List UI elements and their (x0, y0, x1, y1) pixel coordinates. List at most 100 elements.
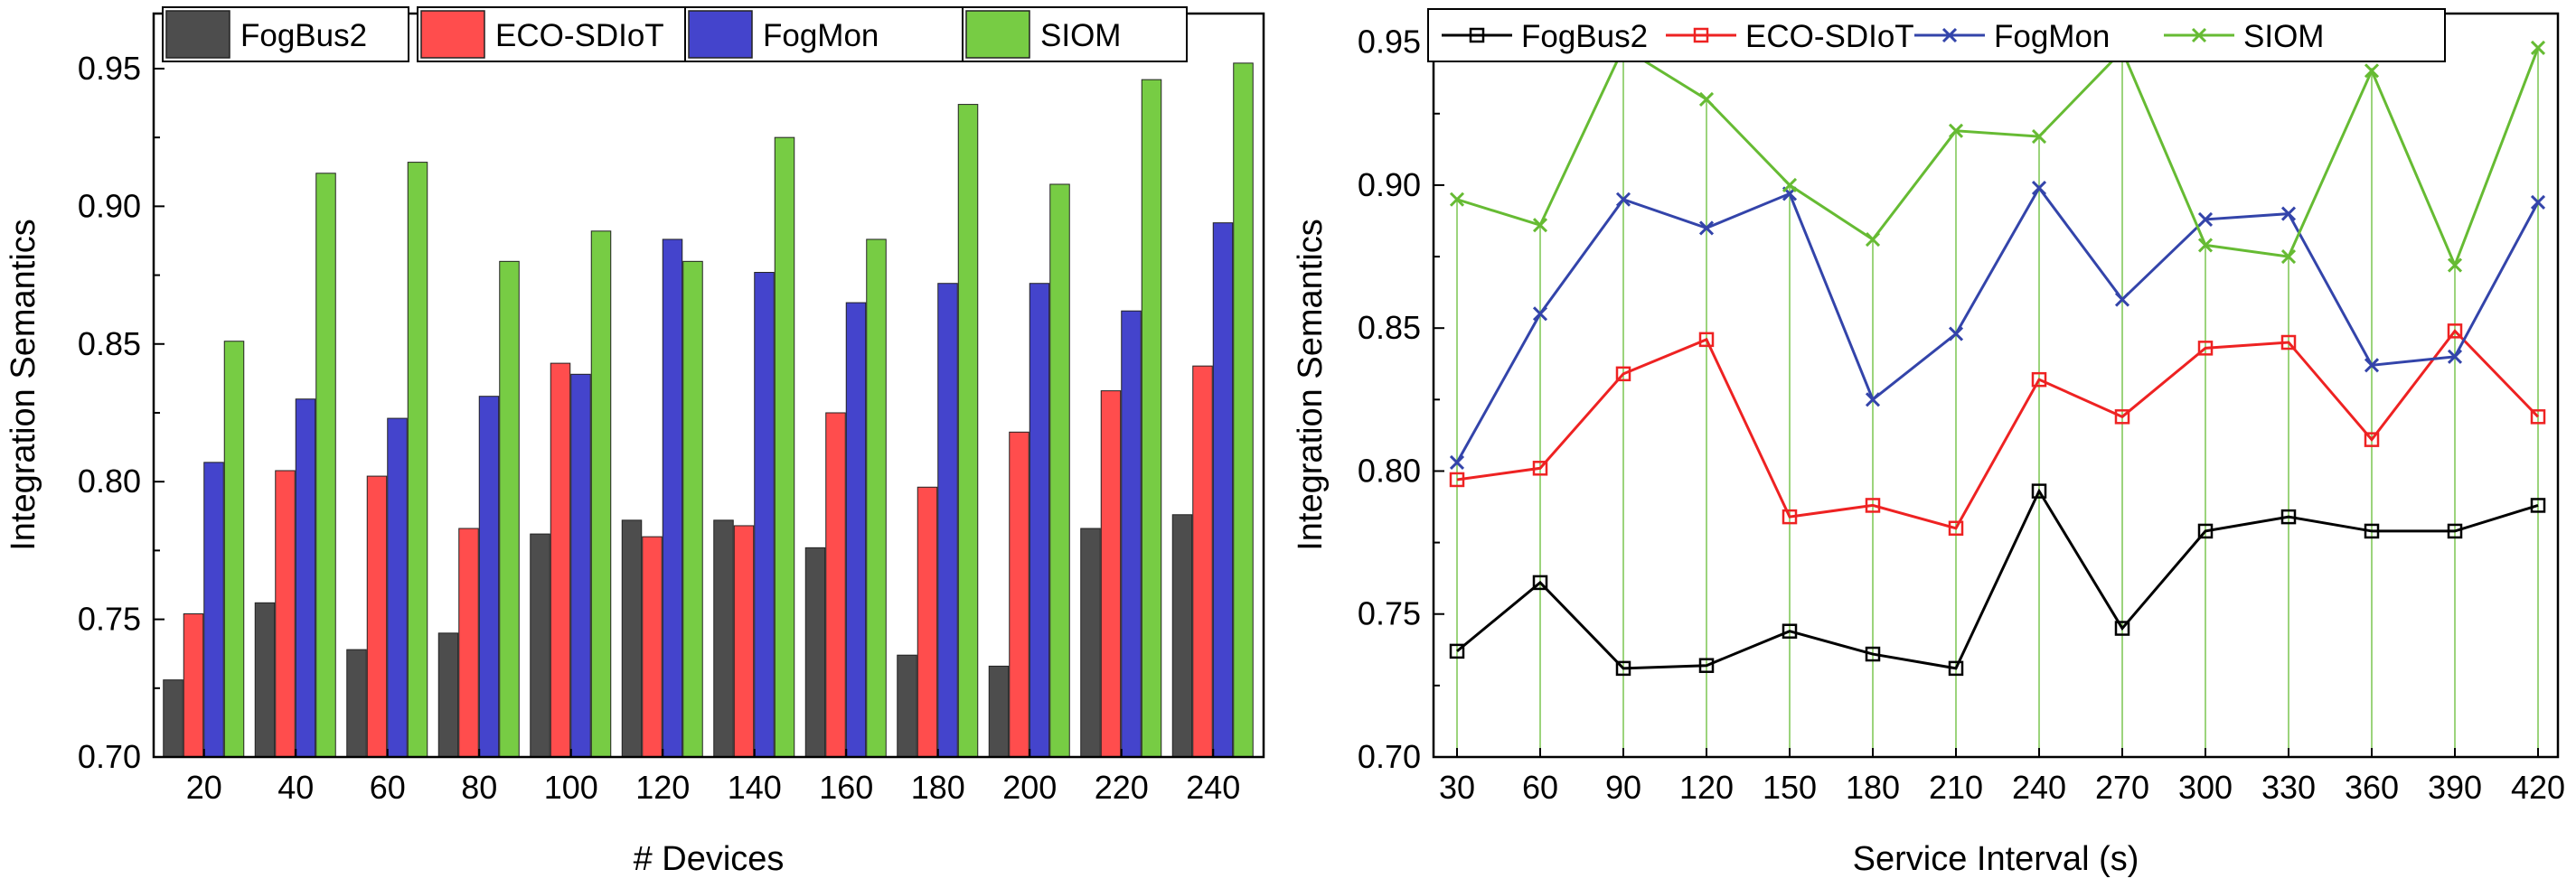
bar-fogbus2-60 (346, 649, 367, 758)
legend-label: SIOM (1040, 18, 1121, 53)
point-fogbus2-90 (1615, 660, 1631, 677)
point-siom-420 (2530, 40, 2546, 56)
bar-eco-sdiot-120 (642, 536, 663, 758)
y-tick-label: 0.75 (1358, 595, 1421, 632)
bar-chart-legend: FogBus2 ECO-SDIoT FogMon SIOM (162, 6, 1188, 62)
bar-fogmon-240 (1212, 222, 1234, 758)
point-siom-300 (2197, 238, 2214, 253)
y-tick-label: 0.70 (1358, 738, 1421, 775)
legend-label: FogBus2 (1521, 19, 1648, 54)
bar-chart-marks (163, 62, 1254, 758)
x-tick-label: 20 (186, 769, 222, 806)
bar-siom-160 (866, 238, 887, 758)
point-eco-sdiot-180 (1865, 498, 1881, 513)
legend-marker (1693, 27, 1709, 43)
point-fogmon-300 (2197, 211, 2214, 227)
x-tick-label: 360 (2345, 769, 2399, 806)
point-fogbus2-330 (2280, 509, 2297, 525)
bar-fogmon-200 (1029, 283, 1050, 758)
y-tick-label: 0.90 (78, 187, 141, 224)
point-fogmon-240 (2031, 181, 2047, 196)
bar-fogmon-40 (295, 398, 316, 758)
bar-siom-140 (774, 136, 795, 758)
legend-swatch (420, 10, 485, 59)
bar-eco-sdiot-100 (550, 362, 571, 758)
x-tick-label: 100 (544, 769, 598, 806)
point-fogbus2-360 (2364, 523, 2380, 539)
y-tick-label: 0.95 (1358, 23, 1421, 61)
x-tick-label: 200 (1002, 769, 1057, 806)
point-eco-sdiot-330 (2280, 334, 2297, 351)
legend-label: ECO-SDIoT (495, 18, 664, 53)
bar-siom-180 (957, 104, 979, 758)
y-tick-label: 0.85 (78, 325, 141, 362)
bar-siom-20 (223, 341, 245, 758)
line-chart-marks (1449, 40, 2546, 757)
series-line-eco-sdiot (1456, 329, 2540, 530)
y-tick-label: 0.95 (78, 50, 141, 87)
x-tick-label: 270 (2095, 769, 2149, 806)
x-tick-label: 150 (1763, 769, 1817, 806)
point-fogbus2-120 (1698, 658, 1715, 673)
bar-eco-sdiot-60 (366, 475, 388, 758)
bar-fogbus2-200 (988, 665, 1010, 758)
bar-fogmon-120 (662, 238, 683, 758)
bar-siom-80 (499, 260, 520, 758)
x-tick-label: 240 (1186, 769, 1240, 806)
point-eco-sdiot-240 (2031, 371, 2047, 388)
point-eco-sdiot-120 (1698, 332, 1715, 348)
line-chart-legend: FogBus2 ECO-SDIoT FogMon SIOM (1427, 8, 2446, 62)
series-line-fogbus2 (1456, 488, 2539, 670)
bar-eco-sdiot-180 (917, 486, 938, 758)
point-siom-180 (1865, 232, 1881, 248)
point-eco-sdiot-420 (2530, 409, 2546, 425)
point-fogmon-90 (1615, 192, 1631, 207)
x-tick-label: 420 (2511, 769, 2565, 806)
bar-fogbus2-40 (254, 602, 276, 758)
legend-swatch (688, 10, 753, 59)
point-siom-390 (2447, 257, 2463, 273)
point-fogmon-330 (2280, 206, 2297, 221)
bar-siom-240 (1233, 62, 1254, 758)
bar-fogbus2-220 (1080, 528, 1101, 758)
point-siom-60 (1532, 218, 1548, 233)
x-tick-label: 140 (728, 769, 782, 806)
point-siom-240 (2031, 129, 2047, 145)
bar-siom-120 (682, 260, 703, 758)
bar-fogbus2-180 (897, 654, 917, 758)
point-fogmon-60 (1532, 306, 1548, 322)
x-tick-label: 180 (911, 769, 965, 806)
point-fogbus2-420 (2530, 498, 2546, 513)
bar-fogbus2-160 (804, 547, 826, 758)
point-fogbus2-270 (2114, 621, 2130, 636)
series-line-fogmon (1455, 185, 2540, 463)
y-tick-label: 0.90 (1358, 166, 1421, 203)
point-eco-sdiot-270 (2114, 409, 2130, 425)
bar-eco-sdiot-80 (458, 528, 479, 758)
legend-label: FogBus2 (240, 18, 367, 53)
x-tick-label: 120 (635, 769, 690, 806)
bar-fogbus2-240 (1171, 514, 1193, 758)
point-fogbus2-240 (2031, 483, 2047, 499)
x-tick-label: 60 (1522, 769, 1558, 806)
point-siom-150 (1782, 177, 1798, 192)
x-tick-label: 80 (461, 769, 497, 806)
bar-fogbus2-100 (530, 533, 550, 758)
line-chart-x-axis-title: Service Interval (s) (1853, 840, 2139, 878)
point-fogbus2-180 (1865, 646, 1881, 662)
point-fogmon-360 (2364, 358, 2380, 373)
legend-swatch (165, 10, 230, 59)
point-fogbus2-60 (1532, 575, 1548, 591)
x-tick-label: 330 (2261, 769, 2316, 806)
bar-fogbus2-20 (163, 679, 183, 758)
bar-fogmon-20 (203, 462, 224, 758)
legend-marker (2191, 27, 2207, 43)
legend-swatch (965, 10, 1030, 59)
point-eco-sdiot-300 (2197, 341, 2214, 356)
y-tick-label: 0.80 (1358, 452, 1421, 489)
bar-fogbus2-80 (437, 632, 459, 758)
point-siom-330 (2280, 248, 2297, 265)
y-tick-label: 0.70 (78, 738, 141, 775)
point-eco-sdiot-210 (1948, 520, 1964, 537)
